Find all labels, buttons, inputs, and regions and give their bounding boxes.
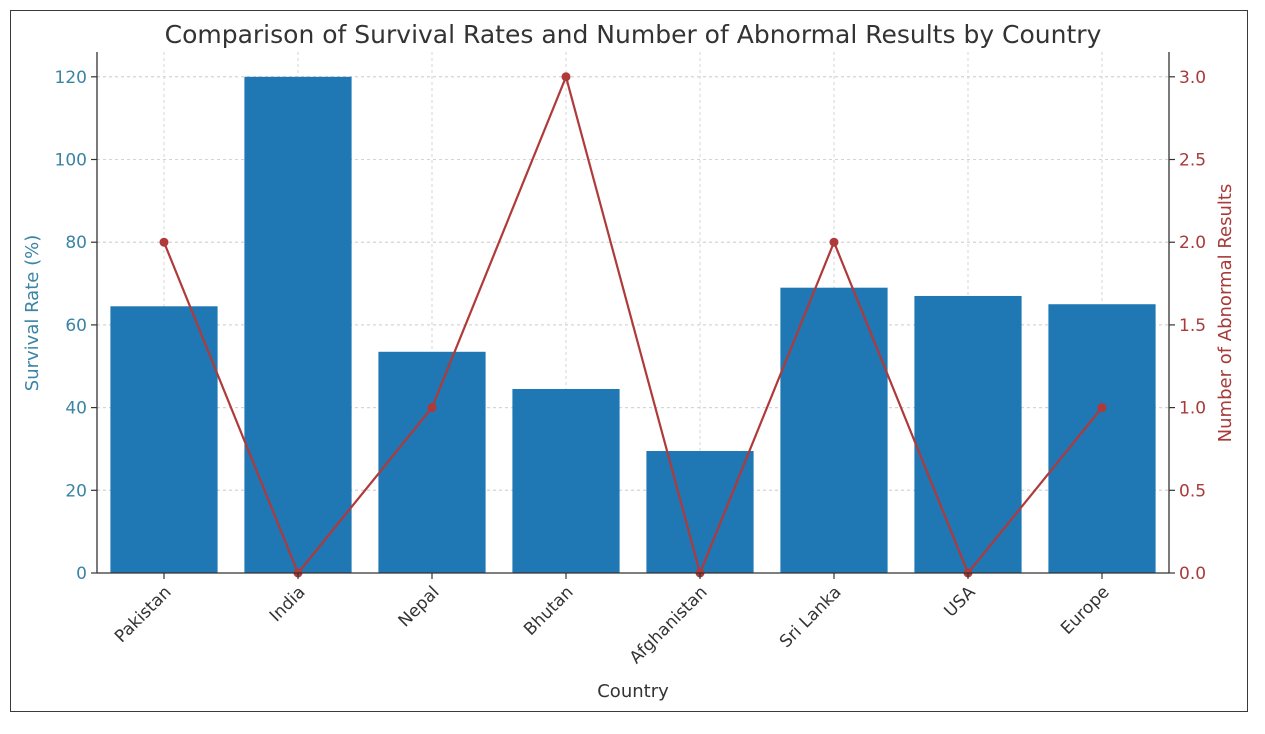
x-tick-label: Afghanistan [626, 582, 712, 668]
abnormal-point-sri-lanka [829, 237, 839, 247]
x-tick-label: Sri Lanka [776, 582, 846, 652]
left-tick-label: 0 [76, 564, 87, 584]
abnormal-point-nepal [427, 403, 437, 413]
x-axis-label: Country [597, 681, 669, 702]
left-tick-label: 20 [65, 481, 87, 501]
bar-india [244, 76, 352, 574]
left-y-axis-label: Survival Rate (%) [22, 235, 43, 391]
right-tick-label: 1.5 [1179, 316, 1206, 336]
left-tick-label: 120 [55, 68, 87, 88]
right-y-axis-label: Number of Abnormal Results [1215, 184, 1236, 443]
bar-afghanistan [646, 451, 754, 573]
x-tick-label: Europe [1057, 582, 1113, 638]
right-tick-label: 1.0 [1179, 399, 1206, 419]
line-layer [159, 72, 1107, 578]
left-tick-label: 100 [55, 151, 87, 171]
bar-layer [110, 76, 1156, 574]
bar-pakistan [110, 306, 218, 573]
abnormal-point-europe [1097, 403, 1107, 413]
x-tick-label: Bhutan [520, 582, 577, 639]
right-tick-label: 2.0 [1179, 233, 1206, 253]
x-tick-label: Nepal [395, 582, 444, 631]
bar-sri-lanka [780, 287, 888, 573]
right-tick-label: 0.5 [1179, 481, 1206, 501]
right-tick-label: 0.0 [1179, 564, 1206, 584]
bar-europe [1048, 304, 1156, 573]
abnormal-point-bhutan [561, 72, 571, 82]
abnormal-results-line [162, 73, 1103, 577]
abnormal-point-pakistan [159, 237, 169, 247]
x-tick-label: USA [941, 582, 980, 621]
left-tick-label: 40 [65, 399, 87, 419]
x-tick-label: Pakistan [111, 582, 175, 646]
chart-title: Comparison of Survival Rates and Number … [165, 20, 1102, 49]
bar-usa [914, 295, 1022, 573]
left-tick-label: 80 [65, 233, 87, 253]
bar-nepal [378, 351, 486, 573]
axis-layer: 0 20 40 60 80 100 120 0.0 0.5 1.0 1.5 2.0 2.5 3.0 Paki… [55, 52, 1206, 668]
right-tick-label: 3.0 [1179, 68, 1206, 88]
x-tick-label: India [266, 582, 310, 626]
right-tick-label: 2.5 [1179, 151, 1206, 171]
left-tick-label: 60 [65, 316, 87, 336]
bar-bhutan [512, 388, 620, 573]
